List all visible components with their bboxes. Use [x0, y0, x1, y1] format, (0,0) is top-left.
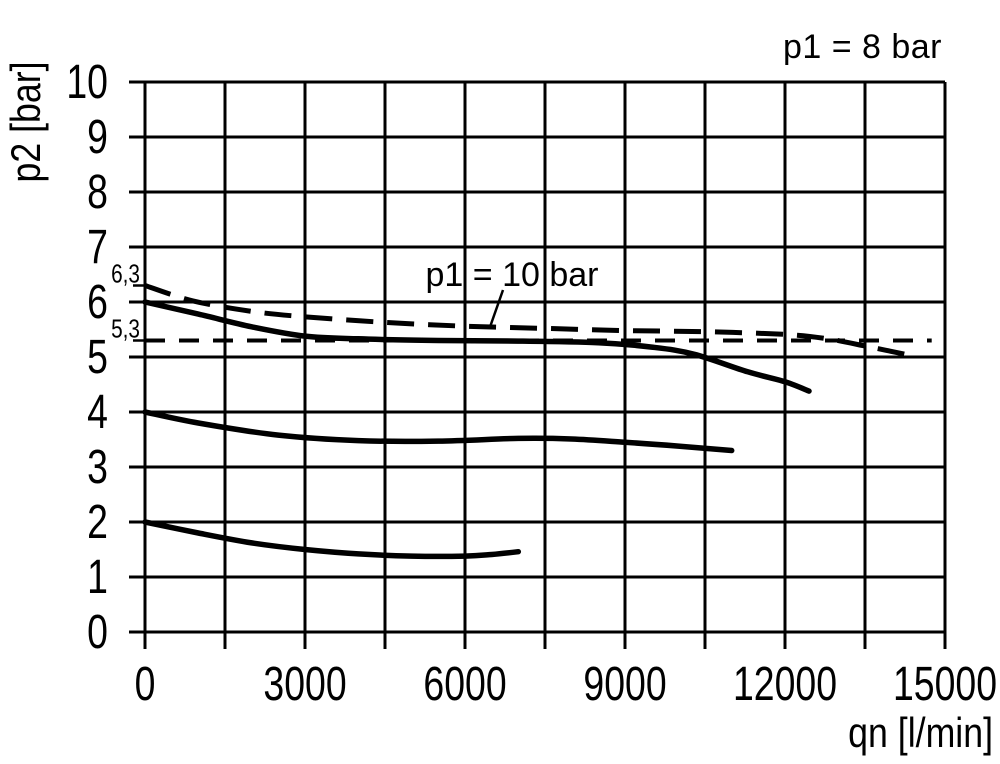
x-tick-label: 15000 [893, 658, 997, 712]
x-tick-label: 12000 [733, 658, 837, 712]
y-special-label: 5,3 [111, 314, 140, 343]
x-tick-label: 9000 [583, 658, 666, 712]
x-tick-label: 6000 [423, 658, 506, 712]
y-tick-label: 7 [87, 221, 108, 275]
y-tick-label: 1 [87, 551, 108, 605]
y-tick-label: 5 [87, 331, 108, 385]
curves [142, 283, 932, 560]
axis-ticks [129, 80, 947, 649]
p1-10bar-annotation: p1 = 10 bar [426, 256, 599, 294]
y-tick-label: 9 [87, 111, 108, 165]
curve-mid-outlet-curve [142, 409, 735, 454]
curve-p1-10bar-curve [144, 283, 914, 359]
x-tick-label: 0 [135, 658, 156, 712]
curve-low-outlet-curve [142, 519, 522, 560]
y-tick-label: 0 [87, 606, 108, 660]
p1-8bar-annotation: p1 = 8 bar [783, 28, 942, 66]
grid [143, 80, 947, 634]
y-tick-label: 10 [66, 56, 108, 110]
y-special-label: 6,3 [111, 259, 140, 288]
y-tick-label: 8 [87, 166, 108, 220]
curve-p1-8bar-curve [142, 299, 812, 394]
y-tick-label: 3 [87, 441, 108, 495]
y-axis-title: p2 [bar] [3, 61, 49, 182]
annotation-leader-line [488, 289, 505, 328]
x-tick-label: 3000 [263, 658, 346, 712]
x-axis-title: qn [l/min] [848, 710, 993, 756]
y-tick-label: 2 [87, 496, 108, 550]
y-tick-label: 6 [87, 276, 108, 330]
y-tick-label: 4 [87, 386, 108, 440]
